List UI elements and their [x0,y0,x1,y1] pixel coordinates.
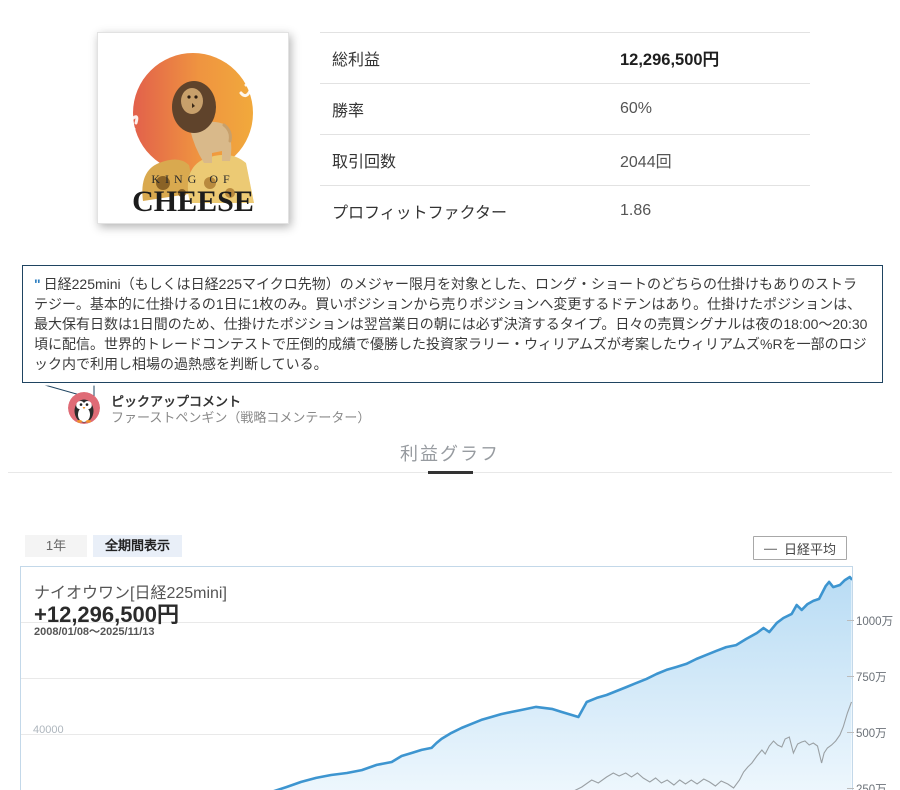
stat-value: 60% [620,100,653,117]
profit-chart[interactable]: ナイオウワン[日経225mini] +12,296,500円 2008/01/0… [20,566,853,790]
commentator-name: ファーストペンギン（戦略コメンテーター） [111,410,371,425]
stat-value: 12,296,500円 [620,51,720,69]
right-axis-tick [847,788,854,789]
svg-text:CHEESE: CHEESE [132,185,254,218]
profit-chart-svg [21,575,852,790]
range-button-all-period[interactable]: 全期間表示 [93,535,183,557]
right-axis-label: 750万 [856,672,887,684]
stat-value: 2044回 [620,154,672,171]
table-row: 勝率 60% [320,83,810,134]
legend-line-icon: — [764,540,777,556]
right-axis-tick [847,620,854,621]
strategy-description-box: " 日経225mini（もしくは日経225マイクロ先物）のメジャー限月を対象とした… [22,265,883,383]
right-axis-tick [847,676,854,677]
nikkei-legend[interactable]: — 日経平均 [753,536,848,560]
profit-line [273,575,852,790]
stat-label: プロフィットファクター [332,205,508,222]
pickup-comment-title: ピックアップコメント [111,394,242,409]
stats-table: 総利益 12,296,500円 勝率 60% 取引回数 2044回 プロフィット… [320,32,810,236]
nikkei-average-line [574,701,852,790]
legend-label: 日経平均 [784,541,837,557]
left-axis-label-40000: 40000 [33,724,64,736]
strategy-description-text: 日経225mini（もしくは日経225マイクロ先物）のメジャー限月を対象とした、… [34,276,868,372]
quote-icon: " [34,276,41,292]
stat-value: 1.86 [620,202,652,219]
svg-text:KING OF: KING OF [151,172,234,186]
stat-label: 勝率 [332,103,365,120]
penguin-icon [68,392,100,424]
profit-area-fill [277,577,852,790]
table-row: 総利益 12,296,500円 [320,32,810,83]
stat-label: 取引回数 [332,154,397,171]
right-axis-label: 500万 [856,728,887,740]
right-axis-tick [847,732,854,733]
lion-cheese-illustration: KING OF CHEESE [127,53,255,218]
profit-graph-heading: 利益グラフ [400,444,500,464]
table-row: プロフィットファクター 1.86 [320,185,810,236]
range-button-1year[interactable]: 1年 [25,535,87,557]
stat-label: 総利益 [332,52,381,69]
penguin-avatar [68,392,100,424]
chart-total-profit: +12,296,500円 [34,602,179,627]
section-divider-accent [428,471,473,474]
chart-period: 2008/01/08～2025/11/13 [34,626,155,638]
strategy-logo: KING OF CHEESE [97,32,289,224]
right-axis-label: 250万 [856,784,887,790]
right-axis-label: 1000万 [856,616,894,628]
chart-strategy-name: ナイオウワン[日経225mini] [34,585,227,602]
table-row: 取引回数 2044回 [320,134,810,185]
